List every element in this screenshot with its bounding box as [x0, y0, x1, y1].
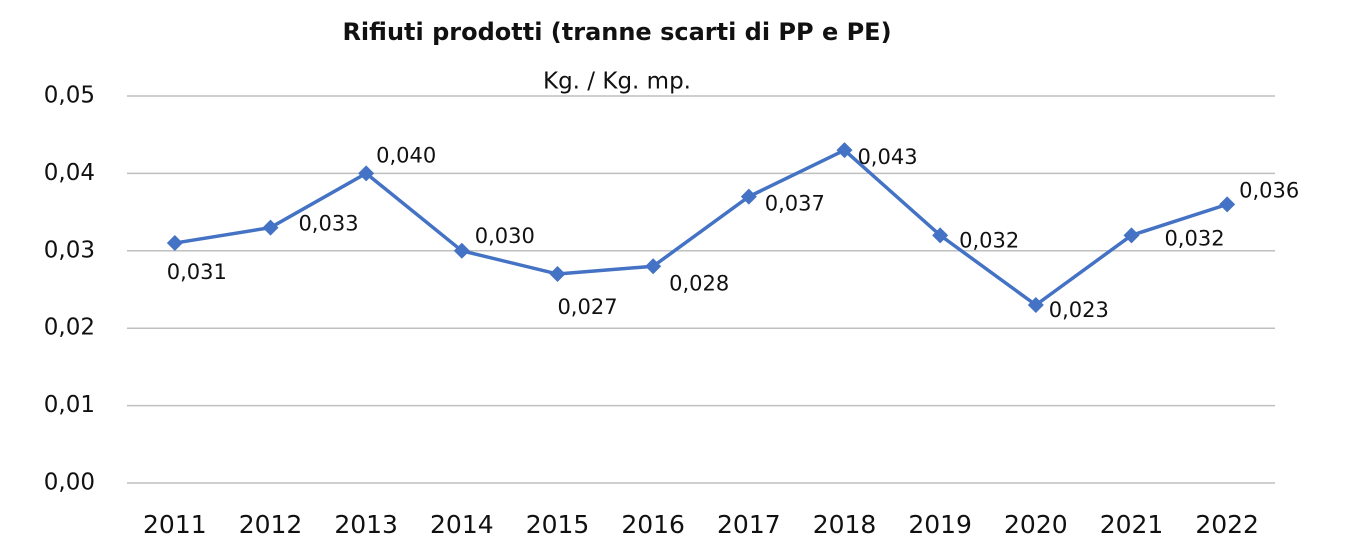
data-label: 0,032: [959, 228, 1019, 252]
marker: [932, 227, 949, 244]
marker: [740, 188, 757, 205]
x-tick-label: 2013: [334, 510, 398, 539]
marker: [836, 142, 853, 159]
marker: [645, 258, 662, 275]
x-tick-label: 2012: [239, 510, 303, 539]
x-tick-label: 2011: [143, 510, 207, 539]
x-tick-label: 2020: [1004, 510, 1068, 539]
chart-title: Rifiuti prodotti (tranne scarti di PP e …: [342, 18, 891, 46]
data-label: 0,032: [1164, 226, 1224, 250]
x-tick-label: 2021: [1100, 510, 1164, 539]
y-tick-label: 0,00: [44, 470, 95, 496]
line: [174, 148, 1228, 308]
marker: [1123, 227, 1140, 244]
data-label: 0,040: [376, 143, 436, 167]
marker: [453, 242, 470, 259]
data-label: 0,030: [475, 224, 535, 248]
data-label: 0,023: [1049, 298, 1109, 322]
y-tick-label: 0,01: [44, 392, 95, 418]
x-tick-label: 2018: [813, 510, 877, 539]
data-label: 0,028: [669, 271, 729, 295]
data-label: 0,033: [298, 212, 358, 236]
marker: [549, 266, 566, 283]
x-tick-label: 2017: [717, 510, 781, 539]
x-tick-label: 2014: [430, 510, 494, 539]
data-label: 0,036: [1239, 178, 1299, 202]
y-tick-label: 0,03: [44, 237, 95, 263]
data-label: 0,031: [167, 260, 227, 284]
x-tick-label: 2019: [908, 510, 972, 539]
x-tick-label: 2015: [526, 510, 590, 539]
y-tick-label: 0,02: [44, 315, 95, 341]
chart-subtitle: Kg. / Kg. mp.: [543, 69, 691, 95]
marker: [166, 235, 183, 252]
data-label: 0,043: [857, 145, 917, 169]
data-label: 0,037: [765, 192, 825, 216]
marker: [1219, 196, 1236, 213]
marker: [262, 219, 279, 236]
x-tick-label: 2016: [621, 510, 685, 539]
marker: [358, 165, 375, 182]
y-tick-label: 0,05: [44, 83, 95, 109]
y-tick-label: 0,04: [44, 160, 95, 186]
marker: [1027, 296, 1044, 313]
data-label: 0,027: [557, 295, 617, 319]
x-tick-label: 2022: [1195, 510, 1259, 539]
